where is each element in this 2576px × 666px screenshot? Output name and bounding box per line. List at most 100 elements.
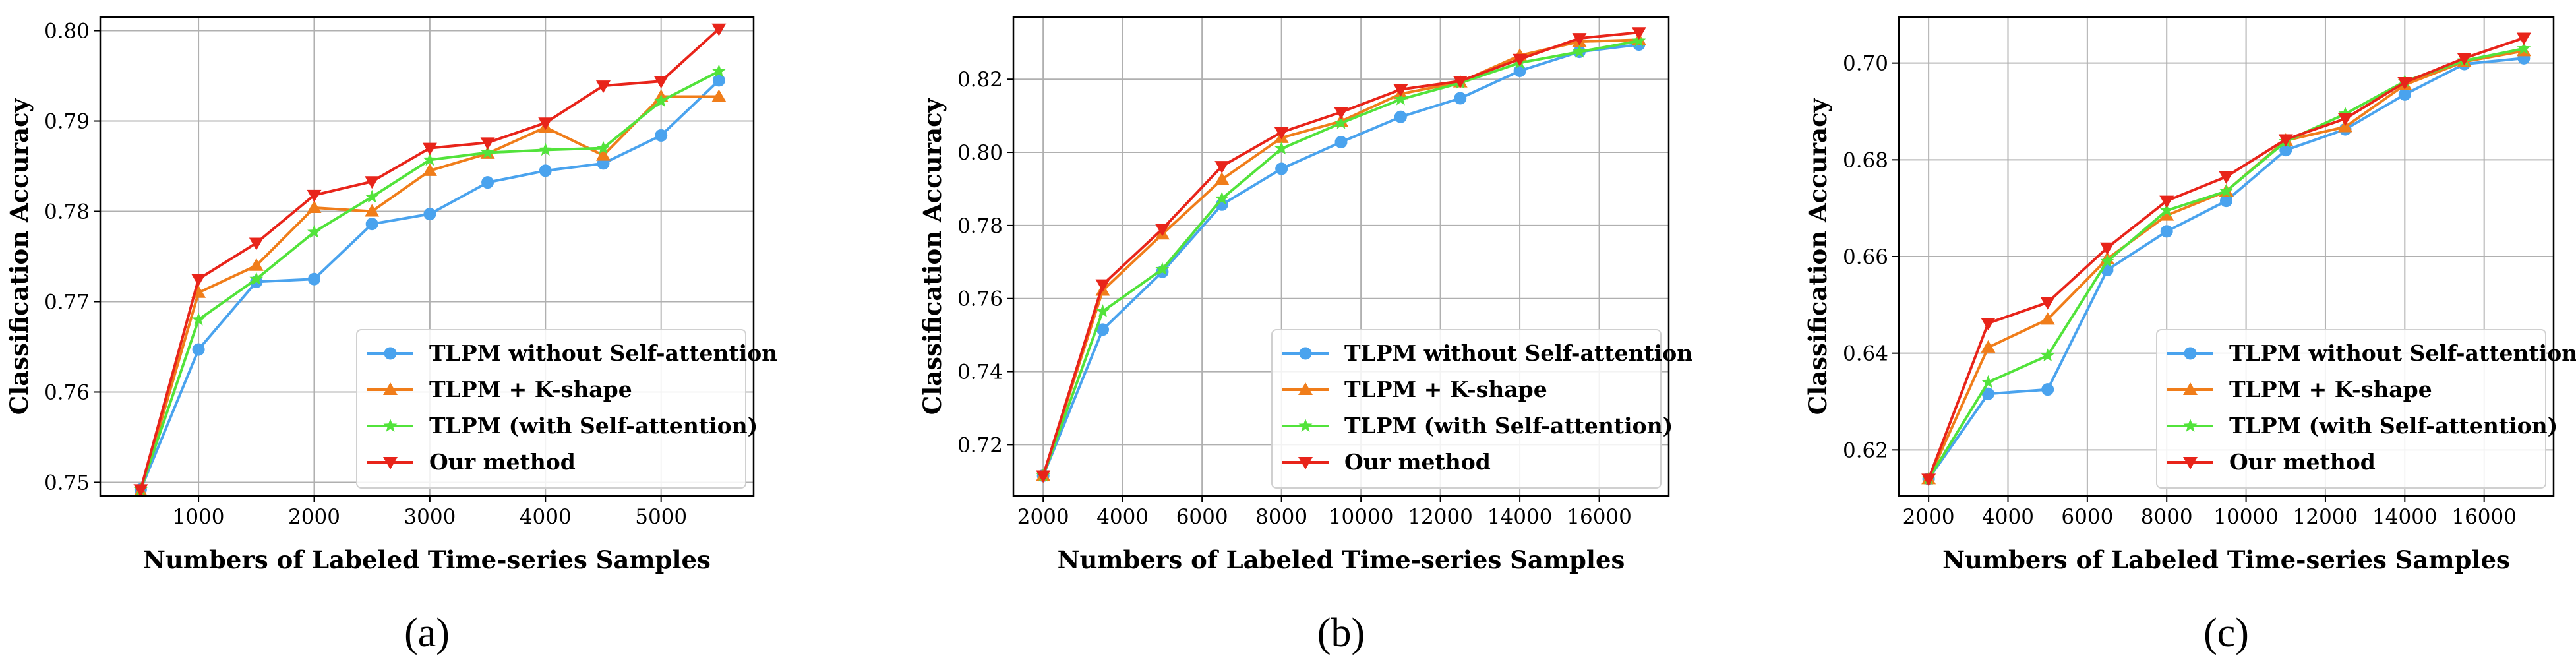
y-tick-label: 0.70 [1843, 52, 1888, 76]
plot-frame [99, 16, 755, 497]
y-tick-label: 0.68 [1843, 148, 1888, 172]
data-point-tlpm-without-self-attention [481, 176, 494, 189]
legend-marker [1298, 382, 1313, 395]
data-point-tlpm-without-self-attention [1334, 136, 1348, 149]
data-point-our-method [653, 76, 669, 89]
legend-label: Our method [429, 449, 576, 475]
data-point-tlpm-k-shape [365, 204, 380, 217]
y-axis-title: Classification Accuracy [5, 97, 34, 415]
data-point-tlpm-with-self-attention [1632, 34, 1646, 47]
x-tick-label: 12000 [1408, 505, 1473, 529]
y-tick-label: 0.64 [1843, 342, 1888, 366]
y-axis-title: Classification Accuracy [1803, 97, 1832, 415]
data-point-our-method [1154, 224, 1170, 237]
data-point-tlpm-with-self-attention [481, 145, 494, 159]
data-point-our-method [2219, 171, 2234, 184]
data-point-tlpm-with-self-attention [2159, 203, 2174, 217]
panel-label: (a) [404, 611, 450, 655]
data-point-tlpm-with-self-attention [1096, 304, 1110, 317]
legend-box [356, 329, 746, 489]
data-point-tlpm-without-self-attention [2160, 225, 2173, 238]
y-tick-label: 0.78 [44, 200, 90, 224]
x-tick-label: 8000 [2141, 505, 2193, 529]
data-point-our-method [2516, 32, 2531, 45]
data-point-tlpm-with-self-attention [1573, 44, 1586, 58]
y-tick-label: 0.76 [957, 288, 1003, 311]
x-tick-label: 4000 [1096, 505, 1149, 529]
data-point-tlpm-with-self-attention [2100, 254, 2114, 268]
data-point-tlpm-with-self-attention [2041, 348, 2055, 362]
data-point-tlpm-k-shape [2040, 312, 2055, 325]
panel-label: (b) [1317, 611, 1365, 655]
legend-label: Our method [2229, 449, 2376, 475]
data-point-tlpm-with-self-attention [1274, 141, 1289, 155]
data-point-tlpm-with-self-attention [538, 142, 553, 156]
data-point-tlpm-without-self-attention [1981, 387, 1994, 400]
data-point-tlpm-with-self-attention [1155, 262, 1170, 276]
data-point-our-method [2159, 195, 2174, 208]
y-tick-label: 0.72 [957, 433, 1003, 457]
x-axis-title: Numbers of Labeled Time-series Samples [1058, 545, 1625, 574]
x-tick-label: 5000 [635, 505, 687, 529]
x-tick-label: 4000 [520, 505, 572, 529]
x-tick-label: 2000 [1017, 505, 1069, 529]
data-point-tlpm-without-self-attention [2041, 383, 2054, 396]
data-point-tlpm-k-shape [1981, 340, 1996, 353]
data-point-tlpm-without-self-attention [2220, 195, 2232, 208]
data-point-tlpm-without-self-attention [192, 343, 205, 356]
data-point-tlpm-k-shape [2159, 208, 2174, 221]
legend: TLPM without Self-attention TLPM + K-shap… [1271, 329, 1692, 489]
y-tick-label: 0.77 [44, 290, 90, 314]
data-point-our-method [2338, 113, 2353, 126]
x-tick-label: 12000 [2293, 505, 2358, 529]
data-point-our-method [365, 176, 380, 189]
data-point-tlpm-with-self-attention [1214, 191, 1229, 205]
data-point-our-method [1921, 473, 1936, 487]
legend-label: TLPM without Self-attention [1344, 340, 1692, 366]
data-point-our-method [1095, 279, 1110, 292]
x-tick-label: 2000 [288, 505, 340, 529]
legend-marker [1298, 457, 1313, 469]
x-tick-label: 16000 [2451, 505, 2517, 529]
data-point-tlpm-without-self-attention [307, 272, 320, 286]
data-point-our-method [1981, 318, 1996, 331]
data-point-tlpm-without-self-attention [1454, 92, 1467, 105]
y-tick-label: 0.75 [44, 471, 90, 495]
legend-label: TLPM + K-shape [429, 377, 632, 402]
legend-marker [383, 382, 398, 395]
data-point-tlpm-with-self-attention [2219, 184, 2233, 197]
x-tick-label: 14000 [1487, 505, 1553, 529]
legend-label: Our method [1344, 449, 1491, 475]
x-tick-label: 1000 [173, 505, 225, 529]
legend-marker [384, 347, 397, 360]
data-point-tlpm-without-self-attention [539, 164, 552, 177]
legend-marker [1298, 419, 1313, 432]
legend-label: TLPM without Self-attention [429, 340, 777, 366]
data-point-our-method [2397, 77, 2412, 90]
legend-marker [383, 419, 398, 432]
x-axis-title: Numbers of Labeled Time-series Samples [1942, 545, 2510, 574]
legend-label: TLPM without Self-attention [2229, 340, 2576, 366]
data-point-our-method [133, 484, 148, 497]
data-point-tlpm-with-self-attention [711, 64, 726, 78]
data-point-tlpm-k-shape [422, 163, 437, 176]
data-point-our-method [1631, 27, 1646, 40]
data-point-our-method [595, 80, 611, 94]
legend-box [1271, 329, 1662, 489]
data-point-our-method [2040, 297, 2055, 310]
legend-marker [2183, 382, 2198, 395]
chart-panel-1: 1000 2000 3000 4000 5000 0.75 0.76 0.77 0.78 0.79… [5, 16, 777, 655]
data-point-our-method [307, 189, 322, 202]
plot-frame [1012, 16, 1670, 497]
data-point-our-method [2099, 242, 2114, 255]
data-point-our-method [1393, 84, 1408, 97]
data-point-our-method [422, 142, 437, 156]
data-point-our-method [1214, 161, 1230, 174]
data-point-our-method [711, 23, 727, 36]
data-point-tlpm-k-shape [249, 258, 264, 271]
y-tick-label: 0.76 [44, 380, 90, 404]
data-point-our-method [1274, 127, 1289, 140]
data-point-tlpm-with-self-attention [191, 312, 206, 326]
y-tick-label: 0.82 [957, 68, 1003, 92]
